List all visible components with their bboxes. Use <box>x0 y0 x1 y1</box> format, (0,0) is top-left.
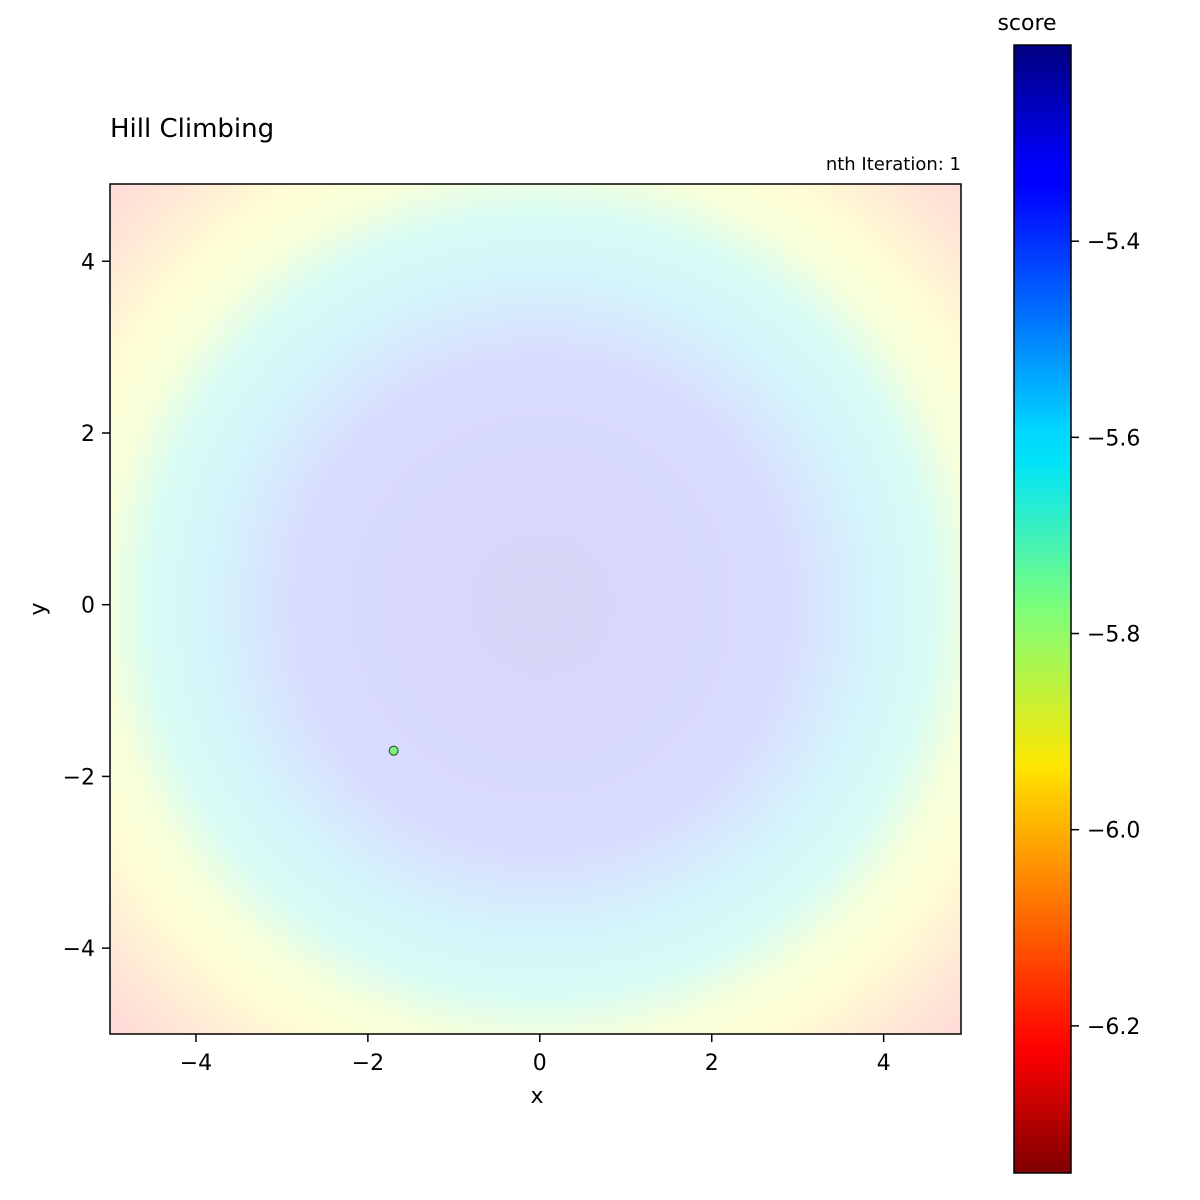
x-axis-label: x <box>530 1084 543 1109</box>
colorbar-tick-label: −5.4 <box>1087 230 1140 255</box>
y-tick-label: 0 <box>81 594 95 619</box>
x-tick-label: 0 <box>533 1051 547 1076</box>
x-tick-label: −4 <box>180 1051 212 1076</box>
y-tick-label: 4 <box>81 250 95 275</box>
x-tick-label: 2 <box>705 1051 719 1076</box>
colorbar <box>1013 44 1072 1174</box>
data-point <box>388 745 399 756</box>
colorbar-tick-label: −5.6 <box>1087 426 1140 451</box>
points-layer <box>388 745 399 756</box>
y-axis: −4 −2 0 2 4 <box>63 250 110 962</box>
y-tick-label: 2 <box>81 422 95 447</box>
chart-title: Hill Climbing <box>110 114 274 144</box>
colorbar-tick-label: −5.8 <box>1087 623 1140 648</box>
colorbar-label: score <box>997 11 1056 36</box>
colorbar-tick-label: −6.2 <box>1087 1015 1140 1040</box>
plot-frame <box>109 183 962 1035</box>
y-tick-label: −4 <box>63 937 95 962</box>
x-tick-label: −2 <box>352 1051 384 1076</box>
plot-area <box>110 184 961 1034</box>
x-axis: −4 −2 0 2 4 <box>180 1034 891 1076</box>
score-surface <box>110 184 961 1034</box>
x-tick-label: 4 <box>877 1051 891 1076</box>
y-tick-label: −2 <box>63 765 95 790</box>
colorbar-tick-label: −6.0 <box>1087 819 1140 844</box>
iteration-label: nth Iteration: 1 <box>826 154 961 175</box>
colorbar-ticks: −5.4 −5.6 −5.8 −6.0 −6.2 <box>1071 230 1140 1040</box>
y-axis-label: y <box>26 602 51 615</box>
